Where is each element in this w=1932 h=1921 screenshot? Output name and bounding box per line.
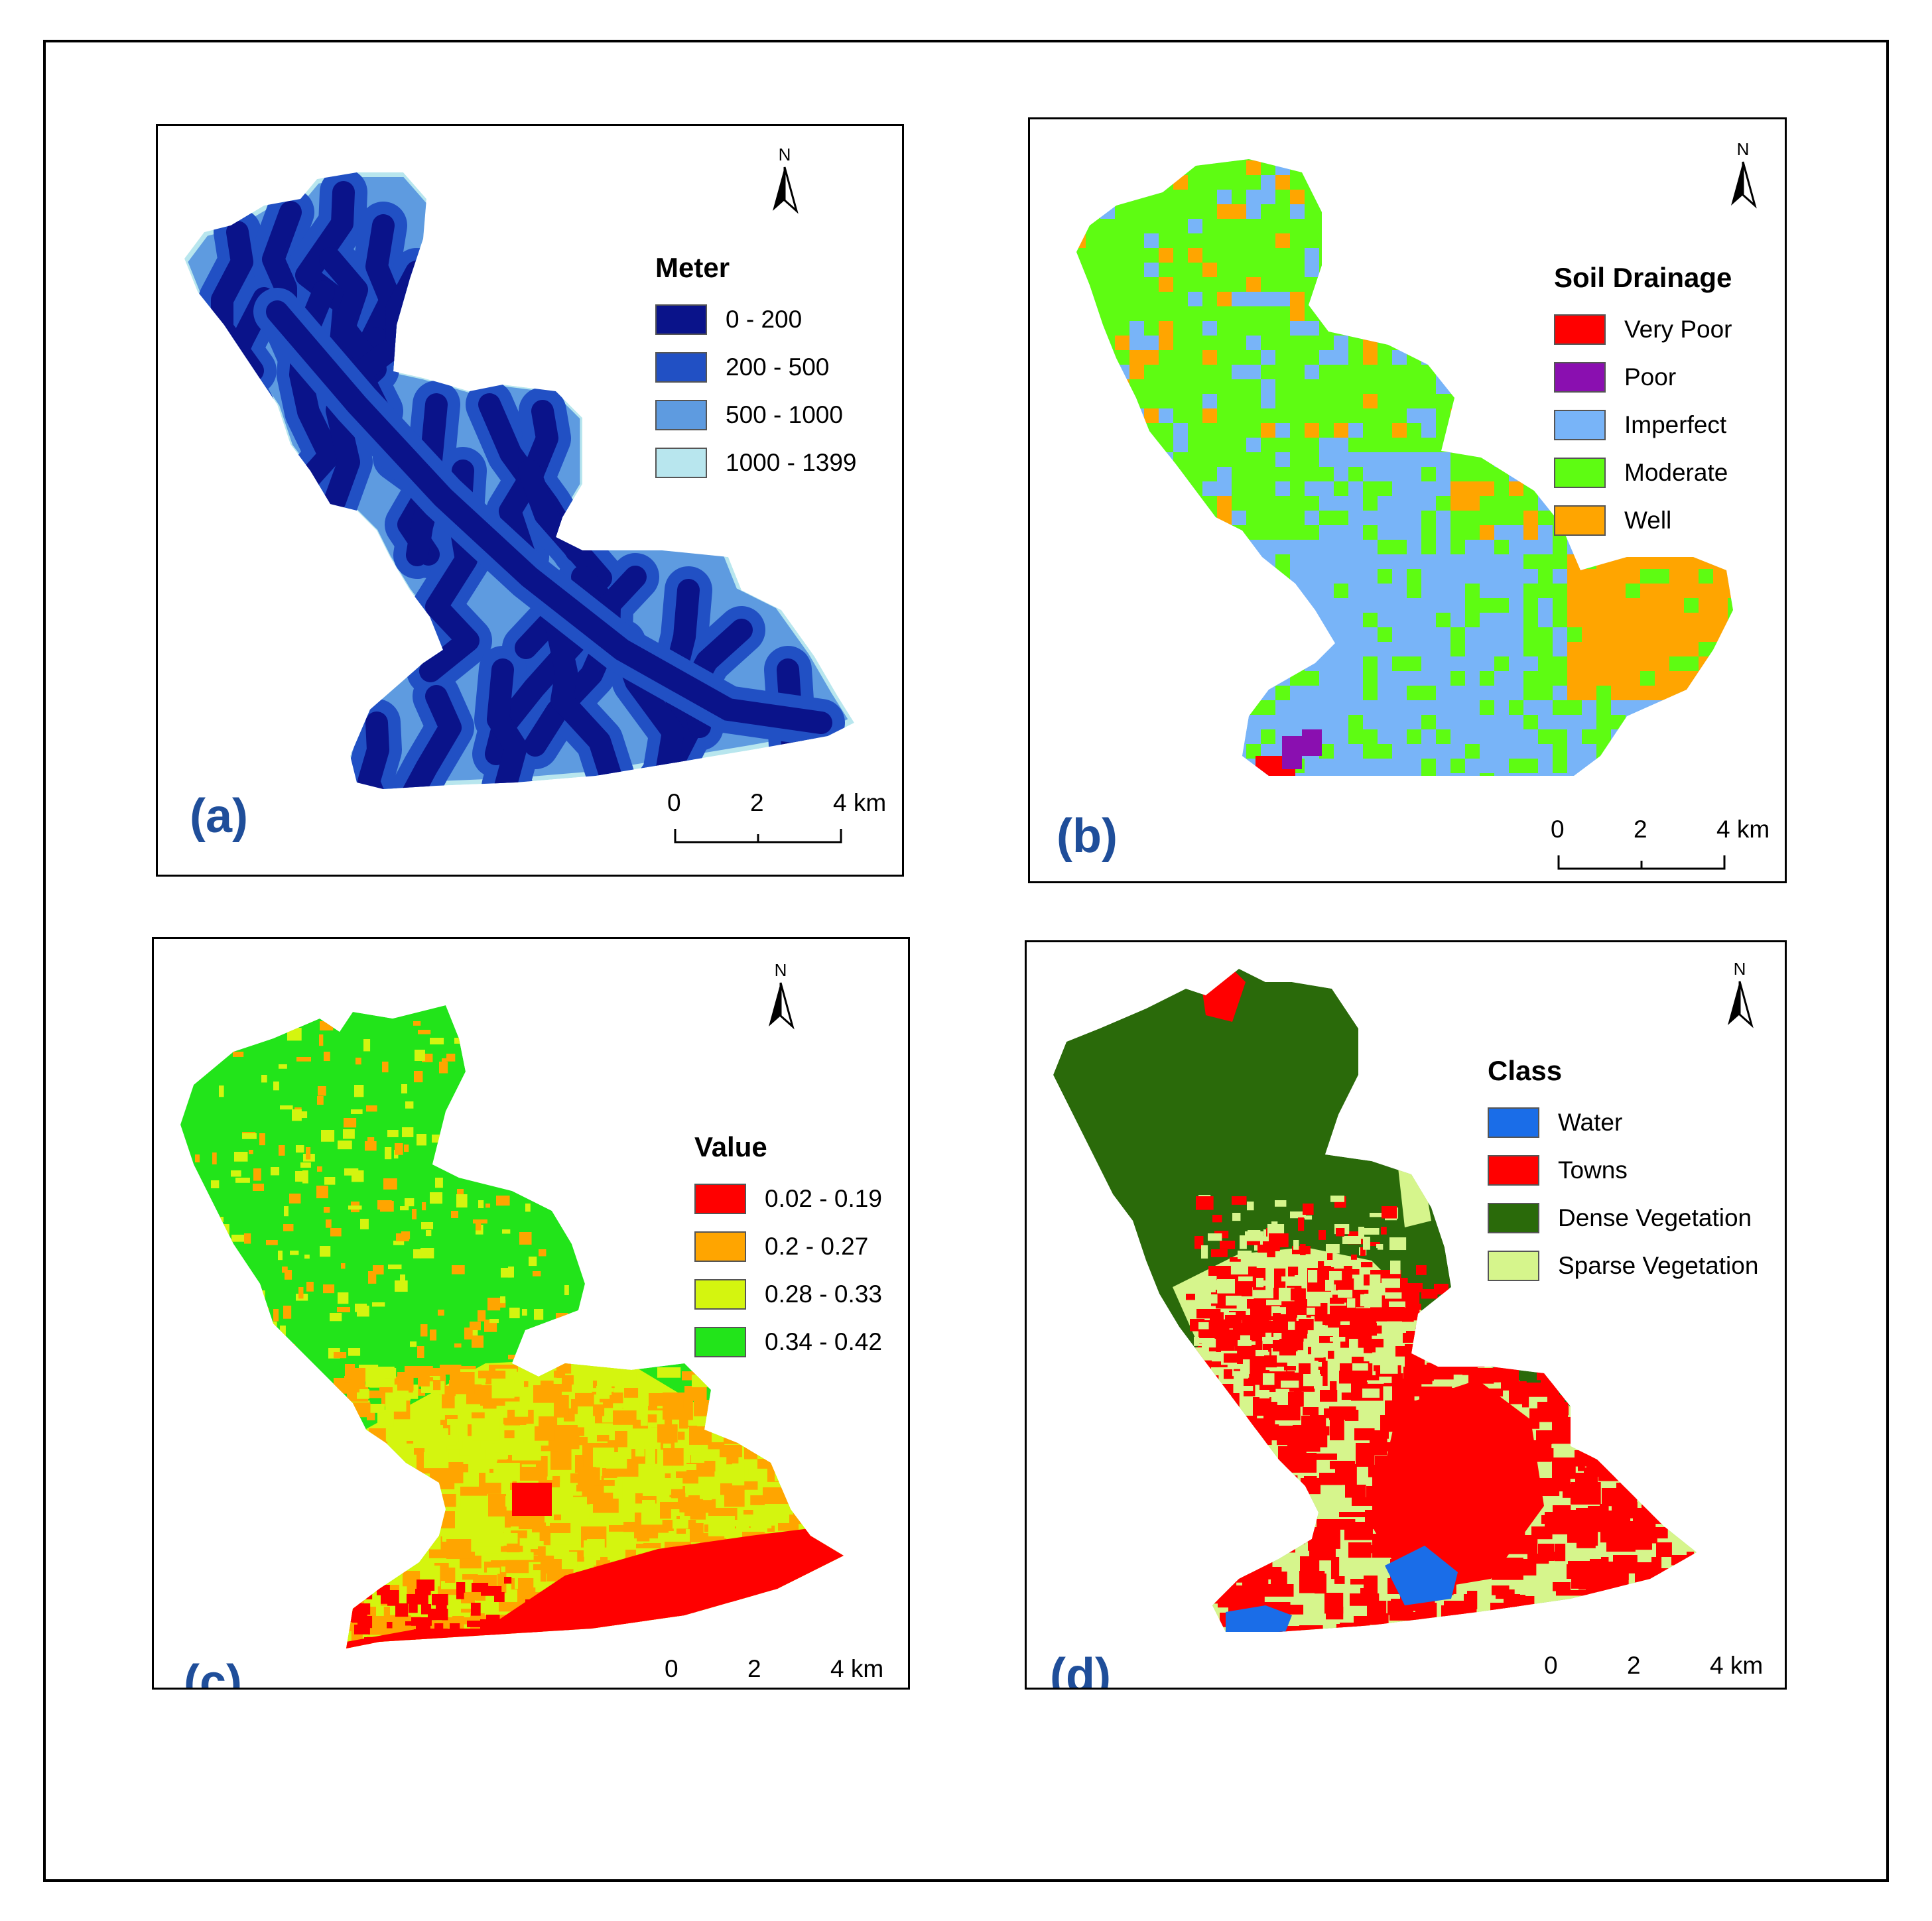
north-label: N	[778, 145, 791, 164]
legend-label: 200 - 500	[726, 353, 830, 381]
scale-tick-label: 2	[1634, 816, 1647, 843]
scale-tick-label: 4 km	[830, 1655, 884, 1682]
panel-label-a: (a)	[190, 790, 248, 843]
scale-tick-label: 0	[667, 789, 681, 816]
legend-title: Soil Drainage	[1554, 262, 1732, 293]
legend-swatch	[1554, 505, 1606, 536]
scale-tick-label: 0	[665, 1655, 678, 1682]
legend-item: Towns	[1488, 1146, 1758, 1194]
legend-label: Towns	[1558, 1156, 1628, 1184]
scale-tick-label: 2	[750, 789, 764, 816]
legend-item: 200 - 500	[655, 343, 857, 391]
legend-swatch	[694, 1279, 746, 1310]
legend-item: Poor	[1554, 353, 1732, 401]
legend-item: Very Poor	[1554, 306, 1732, 353]
legend-c: Value 0.02 - 0.19 0.2 - 0.27 0.28 - 0.33 0.…	[694, 1131, 882, 1366]
legend-label: Sparse Vegetation	[1558, 1252, 1759, 1279]
scale-tick-label: 4 km	[1716, 816, 1770, 843]
legend-item: Dense Vegetation	[1488, 1194, 1758, 1242]
legend-item: Imperfect	[1554, 401, 1732, 449]
scale-bar-d: 0 2 4 km	[1544, 1652, 1763, 1688]
legend-d: Class Water Towns Dense Vegetation Sparse V…	[1488, 1055, 1758, 1290]
scale-tick-label: 2	[1627, 1652, 1641, 1679]
map-b	[1076, 159, 1733, 776]
north-label: N	[774, 960, 787, 980]
legend-title: Class	[1488, 1055, 1563, 1086]
scale-bar-a: 0 2 4 km	[667, 789, 886, 862]
panel-d-land-cover-map: N Class Water Towns Dense Vegetation Sparse…	[1025, 940, 1787, 1690]
legend-label: Poor	[1624, 363, 1677, 391]
legend-label: Dense Vegetation	[1558, 1204, 1752, 1231]
legend-b: Soil Drainage Very Poor Poor Imperfect Mode…	[1554, 262, 1732, 544]
figure-frame	[43, 40, 1889, 1882]
legend-item: 0.2 - 0.27	[694, 1223, 882, 1270]
legend-label: 0 - 200	[726, 306, 803, 333]
legend-swatch	[655, 400, 707, 430]
legend-swatch	[1554, 362, 1606, 393]
legend-label: Moderate	[1624, 459, 1728, 486]
north-arrow-icon: N	[1723, 139, 1763, 214]
legend-swatch	[1554, 458, 1606, 488]
legend-item: Water	[1488, 1099, 1758, 1146]
legend-item: 500 - 1000	[655, 391, 857, 439]
scale-tick-label: 0	[1544, 1652, 1558, 1679]
north-arrow-icon: N	[765, 145, 805, 219]
north-label: N	[1733, 959, 1746, 979]
legend-swatch	[1554, 410, 1606, 440]
panel-label-d: (d)	[1050, 1649, 1111, 1690]
legend-label: 0.2 - 0.27	[765, 1233, 869, 1260]
legend-title: Meter	[655, 252, 730, 283]
legend-label: Very Poor	[1624, 316, 1732, 343]
legend-label: 1000 - 1399	[726, 449, 857, 476]
legend-swatch	[1488, 1107, 1539, 1138]
panel-a-distance-map: N Meter 0 - 200 200 - 500 500 - 1000 1000 -…	[156, 124, 904, 877]
legend-item: 0.28 - 0.33	[694, 1270, 882, 1318]
legend-item: Sparse Vegetation	[1488, 1242, 1758, 1290]
scale-tick-label: 0	[1551, 816, 1565, 843]
legend-label: 500 - 1000	[726, 401, 843, 428]
panel-label-c: (c)	[184, 1656, 242, 1690]
map-a	[184, 172, 854, 789]
map-d	[1053, 969, 1697, 1632]
legend-swatch	[1488, 1155, 1539, 1186]
scale-bar-c: 0 2 4 km	[665, 1655, 883, 1688]
legend-swatch	[655, 304, 707, 335]
map-c	[180, 1005, 844, 1648]
legend-label: Well	[1624, 507, 1672, 534]
legend-swatch	[1554, 314, 1606, 345]
panel-label-b: (b)	[1057, 810, 1118, 863]
legend-label: Water	[1558, 1109, 1623, 1136]
panel-b-soil-drainage-map: N Soil Drainage Very Poor Poor Imperfect Mo…	[1028, 117, 1787, 883]
legend-swatch	[655, 352, 707, 383]
panel-c-value-map: N Value 0.02 - 0.19 0.2 - 0.27 0.28 - 0.33…	[152, 937, 910, 1690]
legend-item: Moderate	[1554, 449, 1732, 497]
legend-item: 0.34 - 0.42	[694, 1318, 882, 1366]
north-arrow-icon: N	[1720, 959, 1760, 1033]
legend-a: Meter 0 - 200 200 - 500 500 - 1000 1000 - 1…	[655, 252, 857, 487]
legend-title: Value	[694, 1131, 767, 1162]
scale-tick-label: 2	[747, 1655, 761, 1682]
legend-swatch	[694, 1184, 746, 1214]
legend-label: 0.02 - 0.19	[765, 1185, 882, 1212]
scale-tick-label: 4 km	[833, 789, 887, 816]
legend-label: 0.34 - 0.42	[765, 1328, 882, 1355]
legend-swatch	[1488, 1251, 1539, 1281]
legend-swatch	[694, 1327, 746, 1357]
north-arrow-icon: N	[761, 960, 801, 1034]
legend-item: 0 - 200	[655, 296, 857, 343]
legend-item: 0.02 - 0.19	[694, 1175, 882, 1223]
legend-swatch	[694, 1231, 746, 1262]
legend-label: 0.28 - 0.33	[765, 1280, 882, 1308]
legend-item: 1000 - 1399	[655, 439, 857, 487]
legend-swatch	[655, 448, 707, 478]
legend-swatch	[1488, 1203, 1539, 1233]
legend-item: Well	[1554, 497, 1732, 544]
north-label: N	[1736, 139, 1750, 159]
scale-tick-label: 4 km	[1710, 1652, 1764, 1679]
scale-bar-b: 0 2 4 km	[1551, 816, 1770, 881]
legend-label: Imperfect	[1624, 411, 1727, 438]
